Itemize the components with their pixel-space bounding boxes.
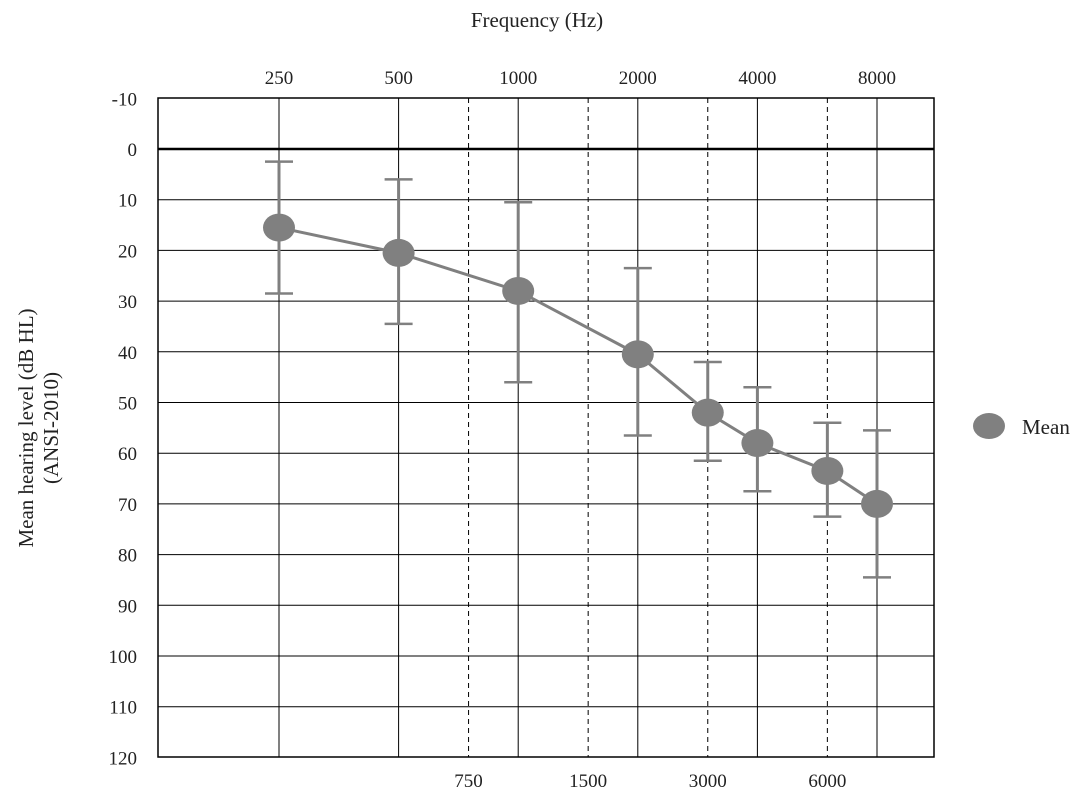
y-tick-labels: -10 0 10 20 30 40 50 60 70 80 90 100 110 120 bbox=[109, 89, 138, 769]
legend-label-mean: Mean bbox=[1022, 415, 1070, 439]
x-axis-title: Frequency (Hz) bbox=[471, 8, 603, 32]
data-point bbox=[502, 276, 535, 305]
y-tick-label: 90 bbox=[118, 596, 137, 617]
x-tick-label-bottom: 3000 bbox=[689, 771, 727, 792]
data-point bbox=[621, 340, 654, 369]
y-tick-label: 10 bbox=[118, 191, 137, 212]
legend: Mean bbox=[973, 413, 1070, 439]
x-tick-label-bottom: 750 bbox=[454, 771, 483, 792]
y-tick-label: 120 bbox=[109, 748, 138, 769]
y-tick-label: 40 bbox=[118, 343, 137, 364]
data-point bbox=[741, 429, 774, 458]
plot-frame bbox=[157, 97, 935, 758]
x-tick-label-top: 4000 bbox=[738, 68, 776, 89]
x-tick-label-top: 1000 bbox=[499, 68, 537, 89]
y-tick-label: 100 bbox=[109, 647, 138, 668]
y-tick-label: 30 bbox=[118, 292, 137, 313]
series-mean bbox=[263, 160, 893, 579]
x-tick-labels-interoctave: 750 1500 3000 6000 bbox=[454, 771, 846, 792]
x-tick-label-bottom: 6000 bbox=[808, 771, 846, 792]
y-tick-label: 70 bbox=[118, 495, 137, 516]
x-tick-label-top: 2000 bbox=[619, 68, 657, 89]
y-tick-label: 80 bbox=[118, 546, 137, 567]
data-point bbox=[811, 456, 844, 485]
y-tick-label: 0 bbox=[128, 140, 138, 161]
data-point bbox=[691, 398, 724, 427]
x-tick-label-top: 250 bbox=[265, 68, 294, 89]
x-tick-labels-octave: 250 500 1000 2000 4000 8000 bbox=[265, 68, 896, 89]
horizontal-gridlines bbox=[158, 147, 934, 708]
data-point bbox=[382, 238, 415, 267]
x-tick-label-top: 8000 bbox=[858, 68, 896, 89]
y-tick-label: 50 bbox=[118, 394, 137, 415]
y-tick-label: 20 bbox=[118, 241, 137, 262]
y-tick-label: 60 bbox=[118, 444, 137, 465]
y-axis-title-line2: (ANSI-2010) bbox=[39, 372, 63, 484]
data-point bbox=[861, 489, 893, 518]
legend-marker bbox=[973, 413, 1005, 439]
x-tick-label-bottom: 1500 bbox=[569, 771, 607, 792]
y-tick-label: 110 bbox=[109, 698, 137, 719]
data-point bbox=[263, 213, 295, 242]
series-line bbox=[278, 226, 878, 506]
vertical-gridlines bbox=[278, 98, 878, 757]
y-tick-label: -10 bbox=[112, 89, 137, 110]
x-tick-label-top: 500 bbox=[384, 68, 413, 89]
y-axis-title: Mean hearing level (dB HL) bbox=[14, 308, 38, 547]
